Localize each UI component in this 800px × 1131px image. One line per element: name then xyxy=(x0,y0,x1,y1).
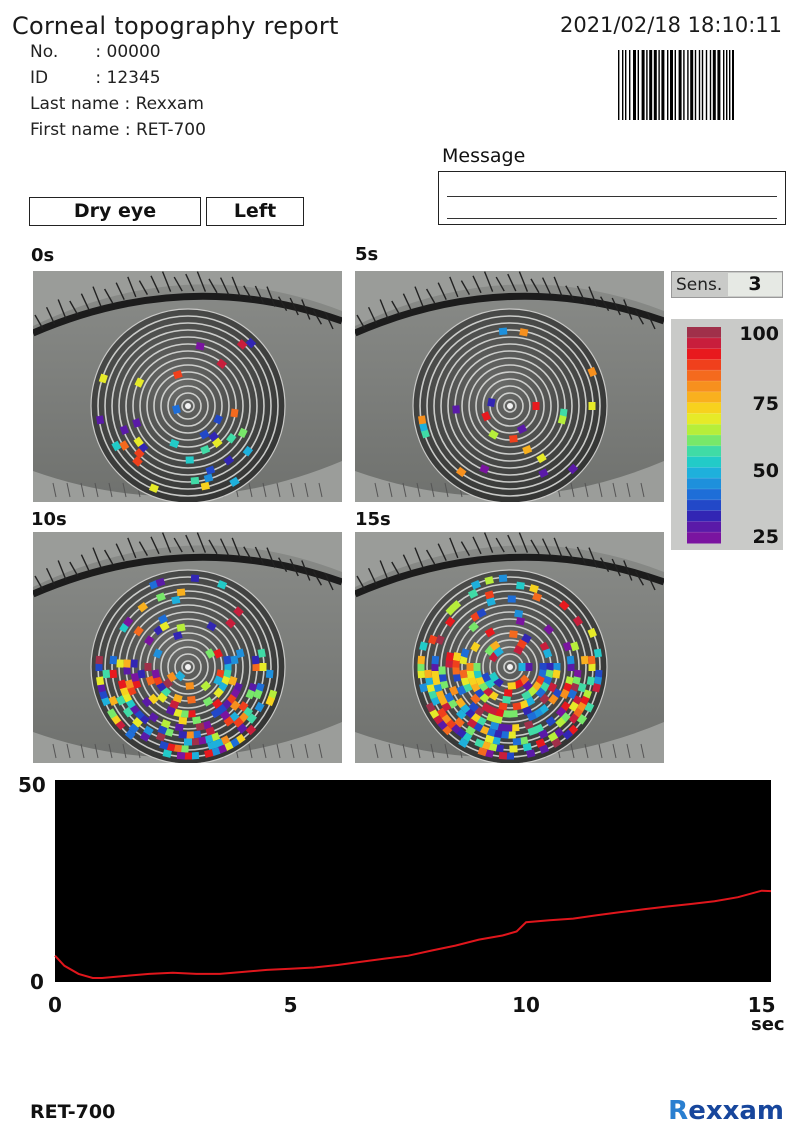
scale-tick-25: 25 xyxy=(752,526,779,548)
patient-first-name-value: : RET-700 xyxy=(124,120,206,140)
x-axis-label: sec xyxy=(751,1014,785,1035)
patient-id-value: : 12345 xyxy=(95,68,161,88)
breakup-chart: 50 0 0 5 10 15 sec xyxy=(18,773,785,1035)
patient-last-name-value: : Rexxam xyxy=(124,94,204,114)
sensitivity-label: Sens. xyxy=(676,275,723,295)
patient-no-row: No. : 00000 xyxy=(30,42,161,62)
message-line xyxy=(447,218,777,219)
scale-tick-50: 50 xyxy=(752,460,779,482)
patient-first-name-row: First name : RET-700 xyxy=(30,120,206,140)
sensitivity-value: 3 xyxy=(728,273,782,296)
color-scale-legend: 100 75 50 25 xyxy=(671,319,783,550)
x-tick-label: 10 xyxy=(512,993,540,1017)
patient-last-name-label: Last name xyxy=(30,94,120,114)
scale-tick-75: 75 xyxy=(752,393,779,415)
y-tick-label: 50 xyxy=(18,773,46,797)
y-tick-label: 0 xyxy=(30,970,44,994)
patient-no-label: No. xyxy=(30,42,59,62)
barcode-image xyxy=(618,50,734,120)
topography-image-10s xyxy=(33,532,342,763)
scale-tick-100: 100 xyxy=(739,323,779,345)
footer-model: RET-700 xyxy=(30,1101,116,1123)
message-line xyxy=(447,196,777,197)
x-tick-label: 5 xyxy=(284,993,298,1017)
eye-side-tag: Left xyxy=(206,197,304,226)
page-title: Corneal topography report xyxy=(12,12,339,40)
chart-plot-area xyxy=(55,780,771,982)
panel-label-5s: 5s xyxy=(355,244,379,265)
report-datetime: 2021/02/18 18:10:11 xyxy=(559,13,782,37)
exam-type-tag: Dry eye xyxy=(29,197,201,226)
message-box xyxy=(438,171,786,225)
rexxam-logo: Rexxam xyxy=(668,1096,784,1126)
sensitivity-box: Sens. 3 xyxy=(671,271,783,298)
topography-image-0s xyxy=(33,271,342,502)
panel-label-10s: 10s xyxy=(31,509,67,530)
message-label: Message xyxy=(442,145,526,167)
patient-first-name-label: First name xyxy=(30,120,120,140)
panel-label-15s: 15s xyxy=(355,509,391,530)
x-tick-label: 0 xyxy=(48,993,62,1017)
patient-no-value: : 00000 xyxy=(95,42,161,62)
panel-label-0s: 0s xyxy=(31,245,55,266)
x-tick-label: 15 xyxy=(748,993,776,1017)
chart-series-line xyxy=(54,889,772,979)
patient-id-row: ID : 12345 xyxy=(30,68,161,88)
patient-id-label: ID xyxy=(30,68,49,88)
color-scale-bar xyxy=(687,327,721,544)
patient-last-name-row: Last name : Rexxam xyxy=(30,94,204,114)
topography-image-5s xyxy=(355,271,664,502)
topography-image-15s xyxy=(355,532,664,763)
